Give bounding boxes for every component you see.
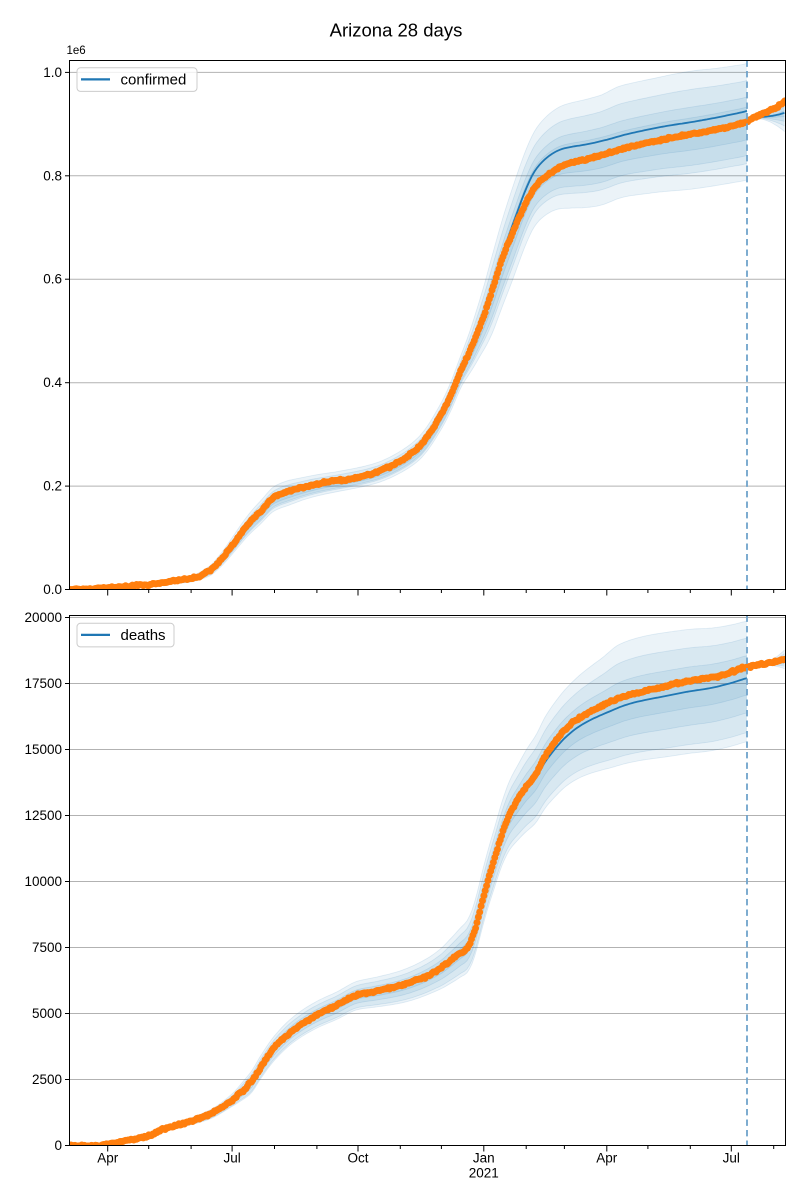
svg-text:0.4: 0.4 (43, 375, 62, 390)
svg-text:10000: 10000 (24, 874, 62, 889)
svg-text:0.8: 0.8 (43, 168, 62, 183)
svg-text:0: 0 (54, 1138, 62, 1153)
svg-text:0.6: 0.6 (43, 272, 62, 287)
svg-text:Oct: Oct (347, 1151, 368, 1166)
svg-text:Jul: Jul (223, 1151, 240, 1166)
svg-text:deaths: deaths (121, 627, 166, 644)
svg-text:0.0: 0.0 (43, 582, 62, 597)
svg-text:Arizona 28 days: Arizona 28 days (330, 20, 463, 41)
svg-text:0.2: 0.2 (43, 479, 62, 494)
svg-text:Apr: Apr (97, 1151, 119, 1166)
svg-text:17500: 17500 (24, 676, 62, 691)
svg-text:2500: 2500 (32, 1072, 62, 1087)
svg-text:15000: 15000 (24, 742, 62, 757)
svg-text:Jul: Jul (723, 1151, 740, 1166)
svg-text:2021: 2021 (469, 1166, 499, 1181)
svg-text:confirmed: confirmed (121, 72, 187, 89)
svg-text:20000: 20000 (24, 610, 62, 625)
svg-text:7500: 7500 (32, 940, 62, 955)
svg-text:5000: 5000 (32, 1006, 62, 1021)
svg-text:Jan: Jan (473, 1151, 495, 1166)
svg-text:1e6: 1e6 (67, 45, 86, 57)
svg-text:Apr: Apr (596, 1151, 618, 1166)
svg-text:12500: 12500 (24, 808, 62, 823)
svg-text:1.0: 1.0 (43, 65, 62, 80)
